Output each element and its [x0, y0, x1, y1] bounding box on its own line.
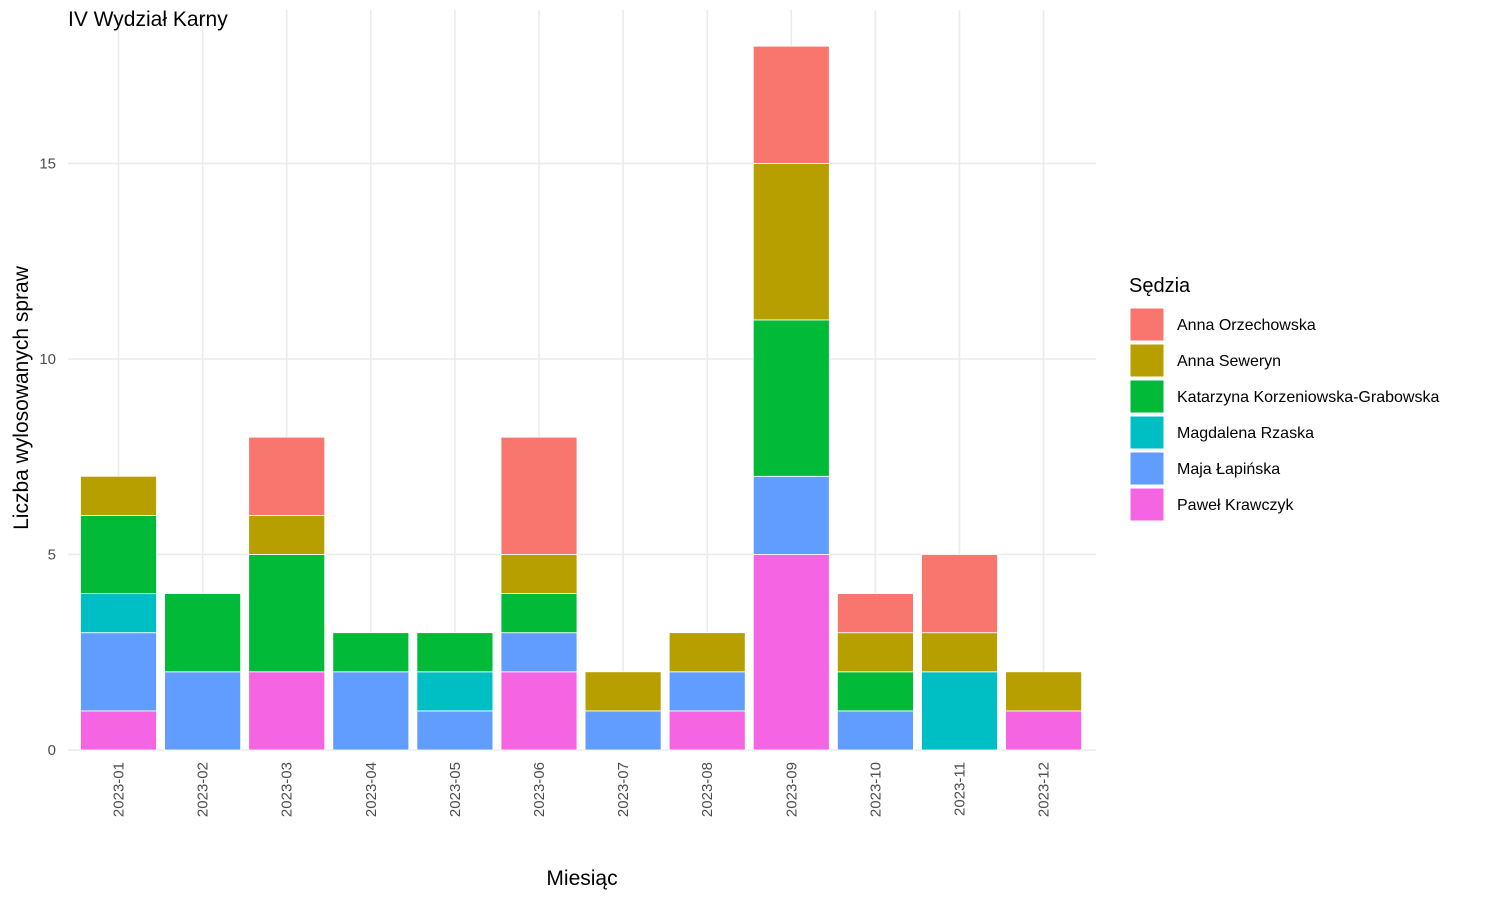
bar-segment	[921, 632, 998, 673]
bar-segment	[248, 436, 326, 516]
bar-segment	[921, 671, 998, 751]
bar-segment	[248, 515, 326, 555]
legend: Sędzia Anna Orzechowska Anna Seweryn Katar…	[1129, 275, 1439, 522]
x-tick-label: 2023-02	[195, 762, 212, 817]
bar-segment	[80, 632, 157, 712]
y-tick-label: 5	[48, 547, 56, 564]
bar-segment	[837, 710, 914, 751]
bar-segment	[248, 554, 326, 673]
x-axis-title: Miesiąc	[546, 867, 617, 890]
y-tick-label: 0	[48, 742, 56, 759]
x-tick-label: 2023-08	[699, 762, 716, 817]
x-tick-label: 2023-06	[531, 762, 548, 817]
bar-segment	[837, 671, 914, 712]
bar-segment	[1005, 710, 1082, 751]
legend-swatch	[1129, 415, 1165, 450]
bar-segment	[1005, 671, 1082, 712]
bars	[80, 45, 1082, 751]
bar-segment	[752, 554, 830, 751]
x-tick-label: 2023-05	[447, 762, 464, 817]
x-tick-label: 2023-12	[1036, 762, 1053, 817]
bar-segment	[668, 632, 746, 673]
bar-segment	[668, 710, 746, 751]
legend-label: Anna Seweryn	[1177, 353, 1281, 370]
legend-swatch	[1129, 343, 1165, 378]
x-tick-label: 2023-03	[279, 762, 296, 817]
legend-label: Katarzyna Korzeniowska-Grabowska	[1177, 389, 1439, 406]
bar-segment	[164, 671, 242, 751]
legend-label: Anna Orzechowska	[1177, 317, 1316, 334]
legend-label: Magdalena Rzaska	[1177, 425, 1314, 442]
bar-segment	[80, 710, 157, 751]
bar-segment	[80, 515, 157, 595]
bar-segment	[837, 593, 914, 634]
bar-segment	[500, 632, 578, 673]
bar-segment	[584, 671, 662, 712]
bar-segment	[332, 671, 410, 751]
bar-segment	[752, 475, 830, 555]
x-tick-label: 2023-01	[111, 762, 128, 817]
bar-segment	[416, 710, 494, 751]
x-tick-label: 2023-09	[783, 762, 800, 817]
bar-segment	[921, 554, 998, 634]
y-tick-label: 10	[39, 351, 56, 368]
bar-segment	[837, 632, 914, 673]
bar-segment	[500, 554, 578, 594]
y-tick-label: 15	[39, 156, 56, 173]
bar-segment	[416, 632, 494, 673]
x-tick-label: 2023-07	[615, 762, 632, 817]
bar-segment	[500, 593, 578, 634]
bar-segment	[332, 632, 410, 673]
bar-segment	[248, 671, 326, 751]
bar-segment	[752, 45, 830, 164]
bar-segment	[416, 671, 494, 712]
bar-segment	[584, 710, 662, 751]
x-tick-label: 2023-10	[867, 762, 884, 817]
legend-title: Sędzia	[1129, 275, 1191, 297]
bar-segment	[164, 593, 242, 673]
x-tick-label: 2023-04	[363, 762, 380, 817]
bar-segment	[80, 593, 157, 634]
y-axis-title: Liczba wylosowanych spraw	[10, 265, 33, 530]
x-tick-label: 2023-11	[952, 762, 969, 816]
legend-swatch	[1129, 487, 1165, 522]
legend-label: Paweł Krawczyk	[1177, 497, 1294, 514]
legend-swatch	[1129, 379, 1165, 414]
bar-segment	[668, 671, 746, 712]
bar-segment	[752, 163, 830, 321]
bar-segment	[500, 436, 578, 555]
chart-title: IV Wydział Karny	[68, 8, 228, 31]
axes: 0 5 10 15 2023-01 2023-02 2023-03 2023-04 2023-0…	[39, 156, 1052, 818]
legend-label: Maja Łapińska	[1177, 461, 1280, 478]
bar-segment	[80, 475, 157, 516]
bar-segment	[500, 671, 578, 751]
legend-swatch	[1129, 307, 1165, 342]
legend-swatch	[1129, 451, 1165, 486]
bar-segment	[752, 319, 830, 477]
